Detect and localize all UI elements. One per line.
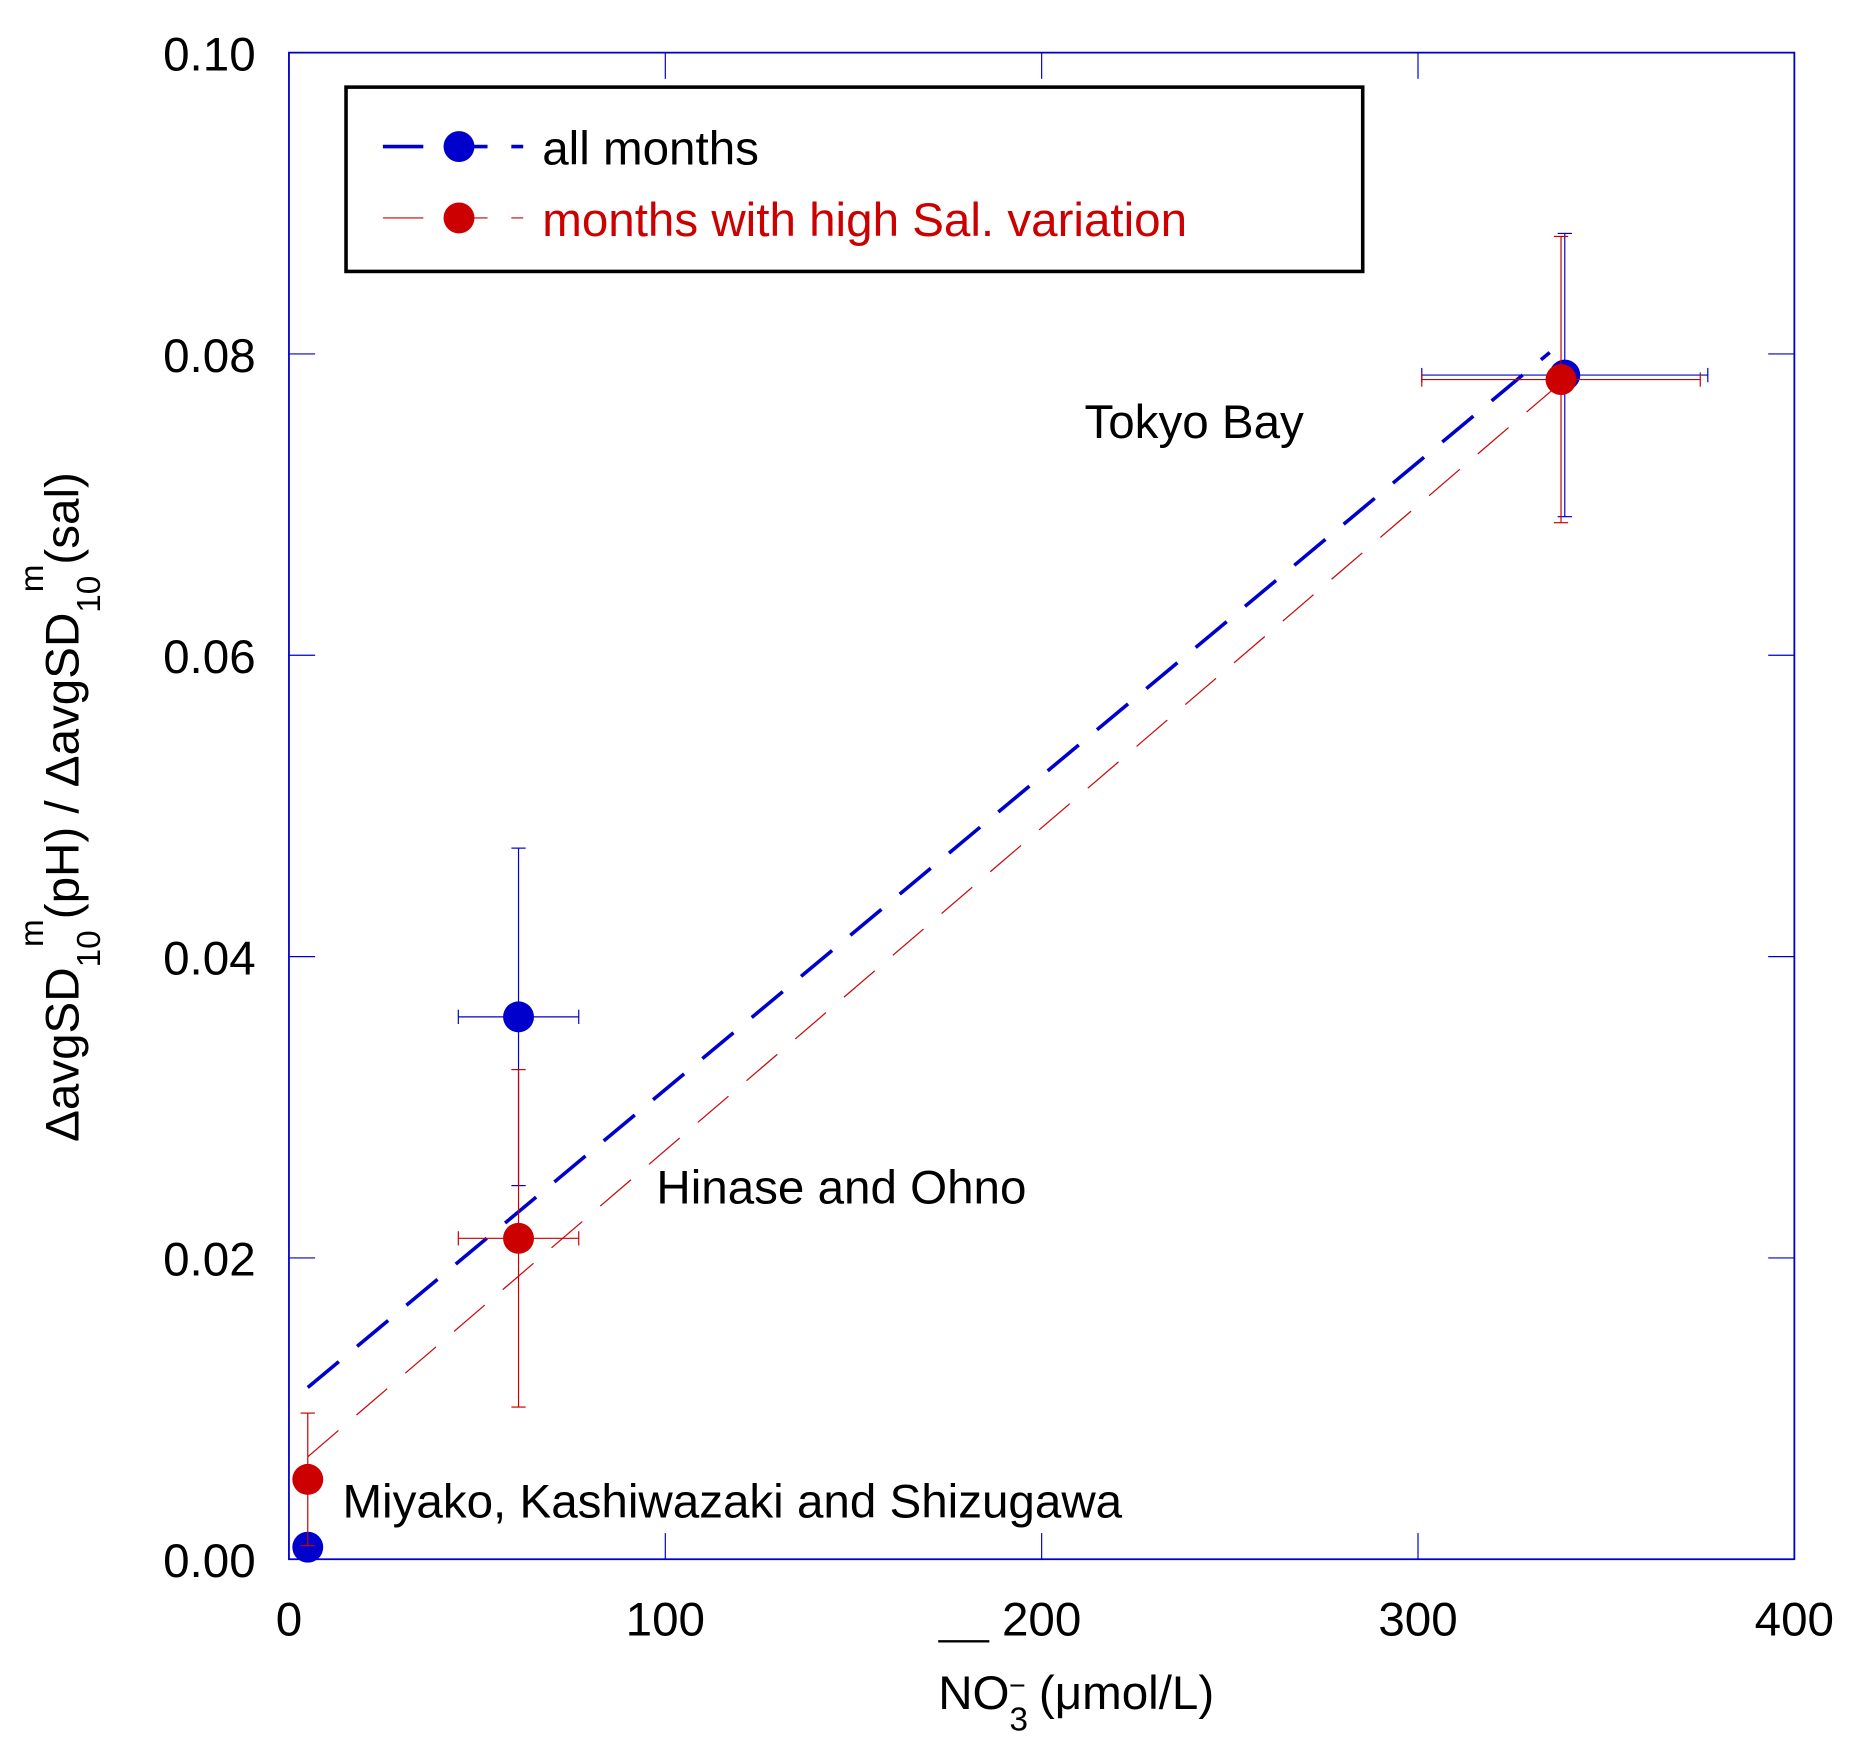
data-point-high-sal: [292, 1463, 324, 1495]
y-label-sup1: m: [14, 919, 51, 947]
plot-frame: [288, 51, 1796, 1561]
annotation-tokyo-bay: Tokyo Bay: [1084, 396, 1304, 449]
x-axis-label: NO3− (μmol/L): [938, 1640, 1214, 1738]
annotation-hinase-ohno: Hinase and Ohno: [656, 1162, 1026, 1215]
legend-box: [344, 85, 1365, 274]
y-axis-label: ΔavgSD10m(pH) / ΔavgSD10m(sal): [14, 472, 108, 1142]
x-tick-label: 400: [1755, 1593, 1834, 1646]
x-tick-label: 0: [276, 1593, 302, 1646]
y-tick-label: 0.06: [163, 631, 256, 684]
y-label-p1: ΔavgSD: [36, 967, 89, 1141]
data-point-all-months: [503, 1001, 534, 1033]
y-label-p3: (sal): [36, 472, 89, 564]
fit-line-all-months: [306, 351, 1551, 1389]
y-tick-label: 0.02: [163, 1234, 256, 1287]
x-tick-label: 200: [1002, 1593, 1081, 1646]
legend-item-all-months: all months: [382, 122, 759, 175]
legend-item-high-sal: months with high Sal. variation: [382, 194, 1187, 247]
y-label-sub1: 10: [71, 930, 108, 967]
x-label-sub: 3: [1010, 1701, 1029, 1738]
data-marks: [292, 232, 1709, 1563]
svg-text:NO3− (μmol/L): NO3− (μmol/L): [938, 1667, 1214, 1738]
x-label-main: NO: [938, 1667, 1009, 1720]
y-label-sub2: 10: [71, 576, 108, 613]
legend: all months months with high Sal. variati…: [344, 85, 1365, 274]
y-tick-label: 0.04: [163, 932, 256, 985]
y-label-sup2: m: [14, 565, 51, 593]
y-tick-label: 0.00: [163, 1535, 256, 1588]
legend-label-high-sal: months with high Sal. variation: [542, 194, 1187, 247]
y-tick-label: 0.10: [163, 28, 256, 81]
x-tick-label: 100: [626, 1593, 705, 1646]
y-label-p2: (pH) / ΔavgSD: [36, 613, 89, 920]
data-point-all-months: [292, 1531, 324, 1563]
svg-text:ΔavgSD10m(pH) / ΔavgSD10m(sal): ΔavgSD10m(pH) / ΔavgSD10m(sal): [14, 472, 108, 1142]
legend-marker-blue: [443, 131, 475, 163]
annotation-miyako: Miyako, Kashiwazaki and Shizugawa: [342, 1476, 1122, 1529]
x-tick-label: 300: [1378, 1593, 1457, 1646]
y-tick-label: 0.08: [163, 330, 256, 383]
axis-ticks: 0 100 200 300 400 0.00 0.02 0.04 0.06 0.08 0.10: [163, 28, 1834, 1646]
x-label-sup: −: [1009, 1670, 1026, 1702]
legend-marker-red: [443, 202, 475, 234]
legend-label-all-months: all months: [542, 122, 759, 175]
x-label-units: (μmol/L): [1026, 1667, 1215, 1720]
data-point-high-sal: [1545, 364, 1577, 396]
data-point-high-sal: [503, 1222, 534, 1254]
fit-line-high-sal: [307, 382, 1562, 1458]
